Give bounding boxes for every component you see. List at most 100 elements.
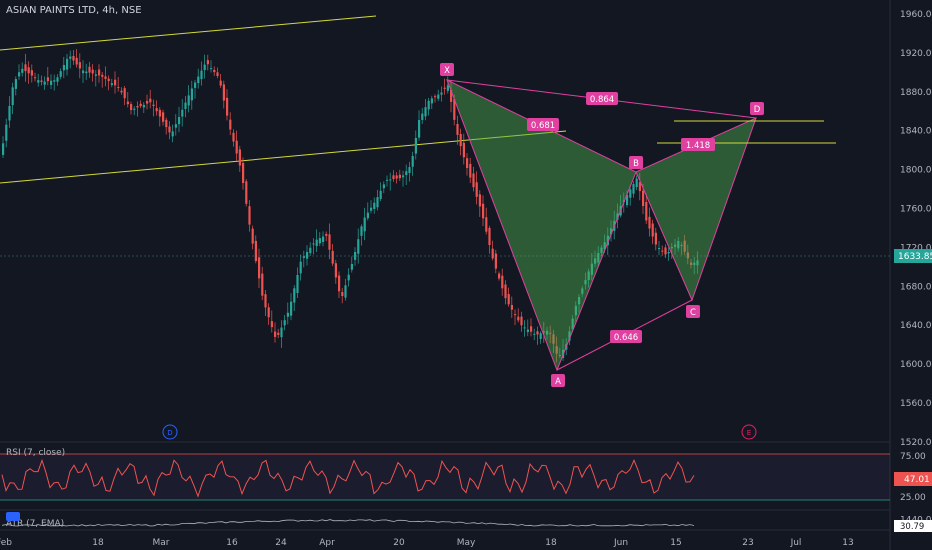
candle-body [245,181,248,204]
candle-body [59,71,62,77]
candle-body [306,252,309,259]
time-tick: 15 [670,538,681,548]
atr-value-badge: 30.79 [894,520,932,532]
time-axis[interactable]: Feb 18 Mar 16 24 Apr 20 May 18 Jun 15 23 Jul 13 [0,538,854,548]
candle-body [485,217,488,232]
candle-body [379,190,382,200]
svg-text:1633.85: 1633.85 [898,252,932,262]
point-d-label[interactable]: D [750,102,764,115]
candle-body [334,263,337,278]
candle-body [488,228,491,245]
candle-body [405,171,408,176]
candle-body [290,301,293,316]
candle-body [40,80,43,82]
candle-body [130,104,133,110]
candle-body [558,355,561,357]
candle-body [168,126,171,133]
candle-body [190,88,193,101]
ratio-label-xb[interactable]: 0.681 [527,118,559,131]
candle-body [373,202,376,209]
point-c-label[interactable]: C [686,305,700,318]
candle-body [264,294,267,308]
candle-body [350,264,353,270]
ratio-label-bd[interactable]: 1.418 [681,138,715,151]
candle-body [299,261,302,274]
price-tick: 1800.00 [900,166,932,176]
time-tick: 18 [92,538,104,548]
candle-body [11,87,14,106]
candle-body [520,316,523,326]
candle-body [645,201,648,221]
candle-body [427,100,430,110]
svg-text:A: A [555,377,561,387]
candle-body [446,85,449,91]
candle-body [600,247,603,253]
point-x-label[interactable]: X [440,63,454,76]
candle-body [318,238,321,244]
candle-body [85,71,88,74]
candle-body [94,74,97,76]
candle-body [296,275,299,293]
candle-body [312,243,315,245]
candle-body [347,274,350,281]
candle-body [536,331,539,335]
candle-body [8,106,11,121]
candle-body [517,316,520,321]
earnings-marker[interactable]: E [741,424,757,440]
candle-body [139,103,142,107]
ratio-label-xd[interactable]: 0.864 [586,92,618,105]
candle-body [210,68,213,70]
candle-body [354,252,357,260]
candle-body [514,314,517,316]
candle-body [494,253,497,269]
tv-logo-icon[interactable] [6,512,20,521]
candle-body [424,107,427,117]
candle-body [270,321,273,328]
candle-body [533,333,536,335]
price-tick: 1520.00 [900,438,932,448]
candle-body [466,158,469,168]
point-b-label[interactable]: B [629,156,643,169]
trend-line-lower[interactable] [0,130,567,184]
candle-body [293,288,296,303]
atr-label: ATR (7, EMA) [6,519,64,529]
dividend-marker[interactable]: D [162,424,178,440]
candle-body [18,72,21,77]
candle-body [667,252,670,254]
candle-body [126,101,129,105]
candle-body [680,245,683,246]
candle-body [75,57,78,65]
rsi-line [1,458,695,498]
time-tick: 23 [742,538,753,548]
candle-body [5,124,8,141]
point-a-label[interactable]: A [551,374,565,387]
candle-body [651,223,654,237]
candle-body [258,257,261,279]
candle-body [69,56,72,59]
candle-body [302,256,305,258]
candle-body [331,250,334,264]
candle-body [546,330,549,335]
candle-body [475,182,478,197]
candle-body [568,331,571,341]
candle-body [274,331,277,337]
symbol-title: ASIAN PAINTS LTD, 4h, NSE [6,5,142,16]
candle-body [658,248,661,249]
candle-body [382,184,385,189]
candle-body [104,76,107,79]
candle-body [219,80,222,86]
candle-body [450,89,453,102]
symbol-name: ASIAN PAINTS LTD [6,5,96,16]
time-tick: Apr [319,538,335,548]
candle-body [594,258,597,264]
trend-line-upper[interactable] [0,15,377,51]
svg-text:X: X [444,66,450,76]
time-tick: 24 [275,538,287,548]
candle-body [661,250,664,252]
candle-body [610,228,613,235]
ratio-label-ac[interactable]: 0.646 [610,330,642,343]
price-tick: 1720.00 [900,243,932,253]
candle-body [581,288,584,294]
candle-body [510,304,513,310]
